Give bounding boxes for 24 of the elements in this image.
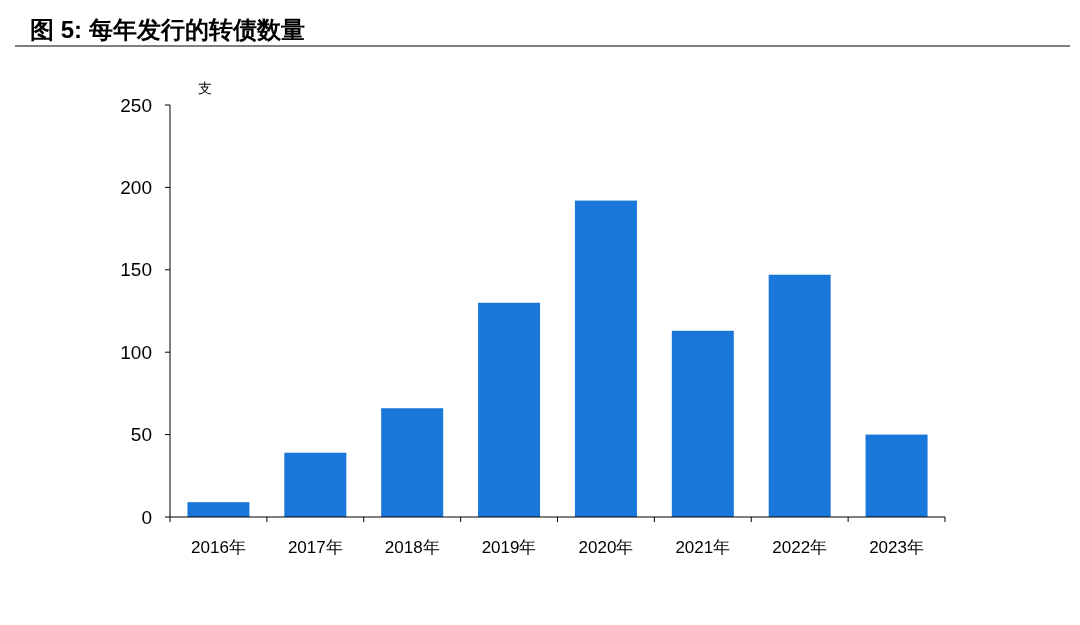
x-tick-label: 2022年 (772, 538, 828, 557)
chart-title: 图 5: 每年发行的转债数量 (30, 16, 305, 43)
y-tick-label: 100 (120, 341, 152, 363)
x-tick-label: 2020年 (578, 538, 634, 557)
bar (381, 408, 444, 517)
bar (768, 274, 831, 517)
y-tick-label: 50 (130, 424, 152, 446)
y-tick-label: 150 (120, 259, 152, 281)
bar (574, 200, 637, 517)
y-tick-label: 200 (120, 177, 152, 199)
bar (187, 502, 250, 517)
bar (865, 434, 928, 517)
y-tick-label: 0 (141, 506, 152, 528)
x-tick-label: 2021年 (675, 538, 731, 557)
x-tick-label: 2016年 (191, 538, 246, 557)
bar (478, 302, 541, 517)
x-tick-label: 2023年 (869, 538, 924, 557)
x-tick-label: 2017年 (287, 538, 343, 557)
bar (671, 330, 734, 517)
y-tick-label: 250 (120, 94, 152, 116)
x-tick-label: 2019年 (481, 538, 537, 557)
x-tick-label: 2018年 (384, 538, 440, 557)
bar (284, 452, 347, 517)
y-axis-title: 支 (198, 80, 212, 96)
